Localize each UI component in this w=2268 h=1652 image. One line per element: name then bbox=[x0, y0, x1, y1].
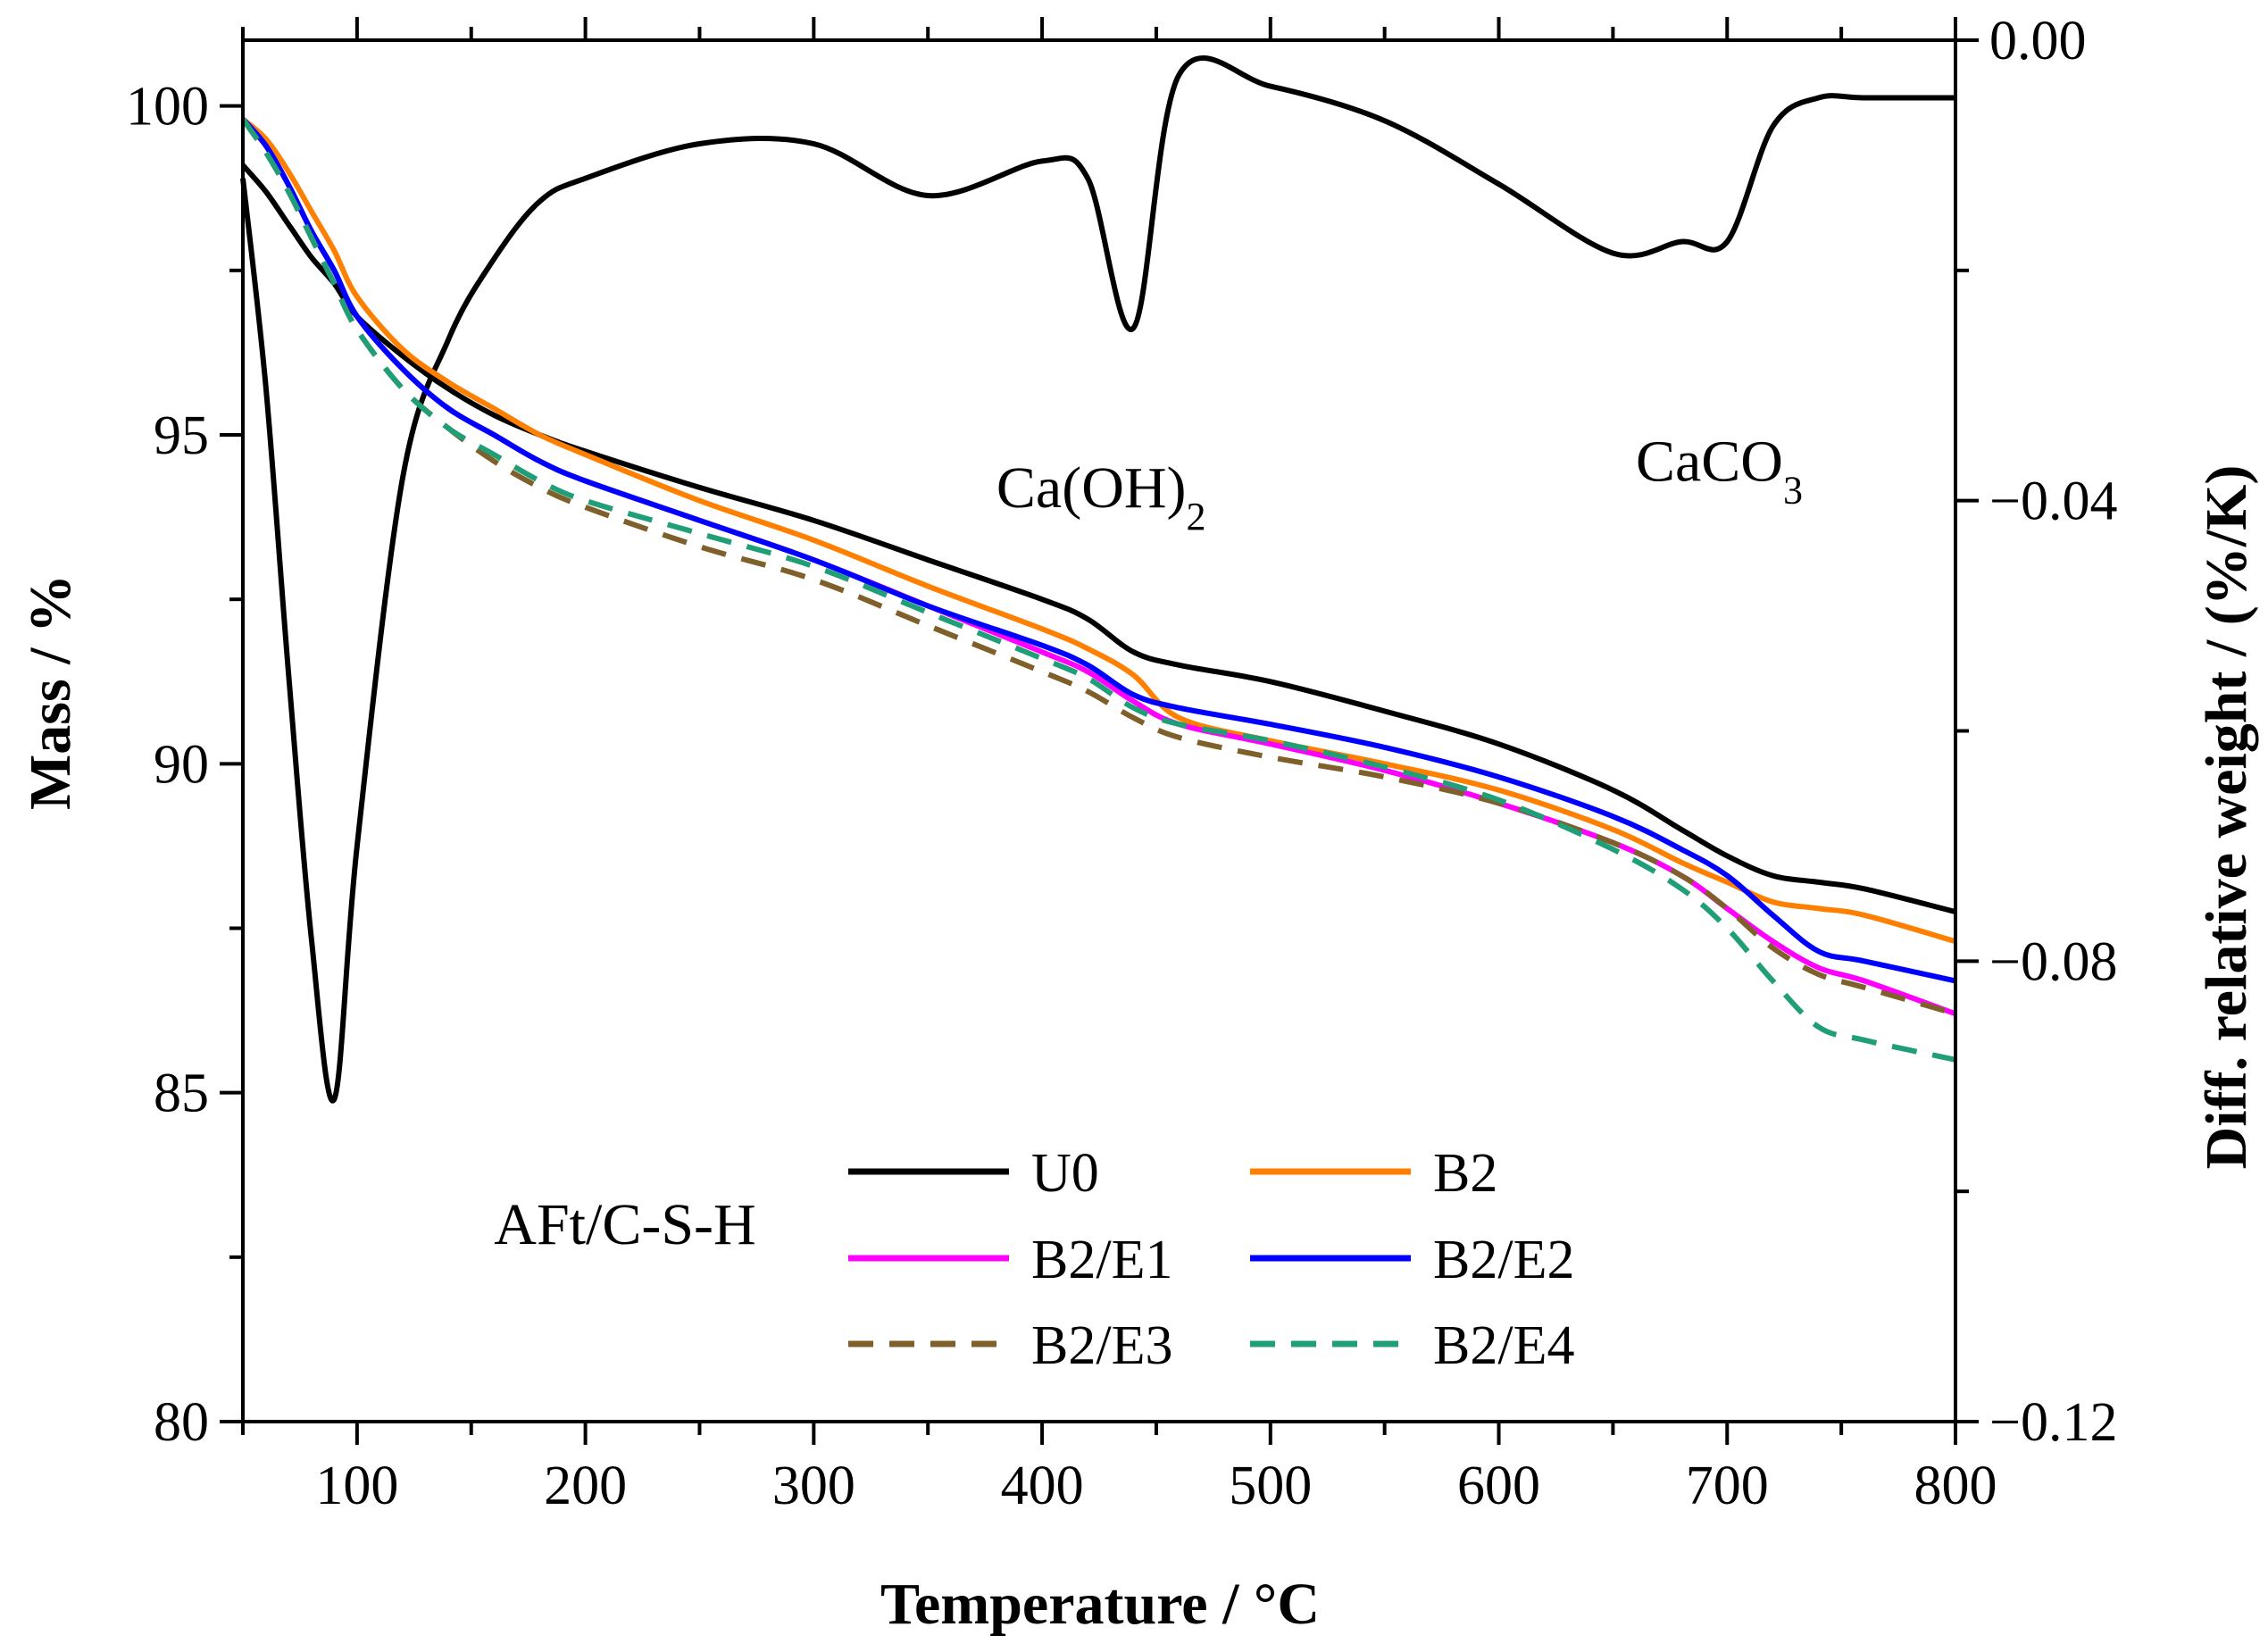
y-right-tick-label: −0.08 bbox=[1989, 931, 2117, 992]
y-left-tick-label: 95 bbox=[154, 405, 209, 466]
x-tick-label: 100 bbox=[315, 1456, 398, 1516]
x-axis-title: Temperature / °C bbox=[880, 1572, 1320, 1637]
mass-curve-u0 bbox=[240, 163, 1956, 915]
x-tick-label: 600 bbox=[1457, 1456, 1540, 1516]
annotation-label: Ca(OH)2 bbox=[996, 455, 1206, 538]
y-right-tick-label: 0.00 bbox=[1989, 11, 2087, 71]
mass-curve-b2-e2 bbox=[240, 117, 1956, 984]
dtg-curve-u0 bbox=[240, 54, 1955, 1104]
y-left-tick-label: 85 bbox=[154, 1064, 209, 1124]
y-axis-left-title: Mass / % bbox=[18, 574, 83, 810]
legend-label: B2/E1 bbox=[1031, 1230, 1172, 1290]
x-tick-label: 200 bbox=[544, 1456, 627, 1516]
y-axis-right-title: Diff. relative weight / (%/K) bbox=[2194, 465, 2259, 1170]
x-tick-label: 800 bbox=[1914, 1456, 1997, 1516]
dtg-curves bbox=[240, 54, 1955, 1104]
mass-curve-b2 bbox=[241, 117, 1956, 945]
legend-label: B2/E4 bbox=[1433, 1315, 1574, 1376]
y-left-tick-label: 80 bbox=[154, 1392, 209, 1453]
annotation-label: CaCO3 bbox=[1636, 430, 1803, 513]
y-left-tick-label: 90 bbox=[154, 734, 209, 795]
x-tick-label: 700 bbox=[1686, 1456, 1769, 1516]
x-tick-label: 400 bbox=[1001, 1456, 1084, 1516]
mass-curves bbox=[240, 117, 1957, 1063]
peak-annotations: AFt/C-S-H Ca(OH)2 CaCO3 bbox=[494, 430, 1803, 1258]
legend-label: U0 bbox=[1031, 1143, 1099, 1204]
x-tick-label: 500 bbox=[1229, 1456, 1312, 1516]
mass-curve-b2-e3 bbox=[240, 117, 1956, 1017]
y-right-tick-label: −0.04 bbox=[1989, 471, 2117, 532]
legend-label: B2/E2 bbox=[1433, 1230, 1574, 1290]
annotation-label: AFt/C-S-H bbox=[494, 1192, 755, 1257]
legend-label: B2 bbox=[1433, 1143, 1497, 1204]
legend: U0 B2 B2/E1 B2/E2 B2/E3 B2/E4 bbox=[848, 1143, 1574, 1376]
axes bbox=[220, 17, 1979, 1445]
y-right-tick-label: −0.12 bbox=[1989, 1392, 2117, 1453]
legend-label: B2/E3 bbox=[1031, 1315, 1172, 1376]
tick-labels: 100 200 300 400 500 600 700 800 80 85 90 95 100 −0.12… bbox=[126, 11, 2117, 1516]
mass-curve-b2-e4 bbox=[240, 117, 1956, 1063]
y-left-tick-label: 100 bbox=[126, 77, 209, 138]
x-tick-label: 300 bbox=[772, 1456, 855, 1516]
